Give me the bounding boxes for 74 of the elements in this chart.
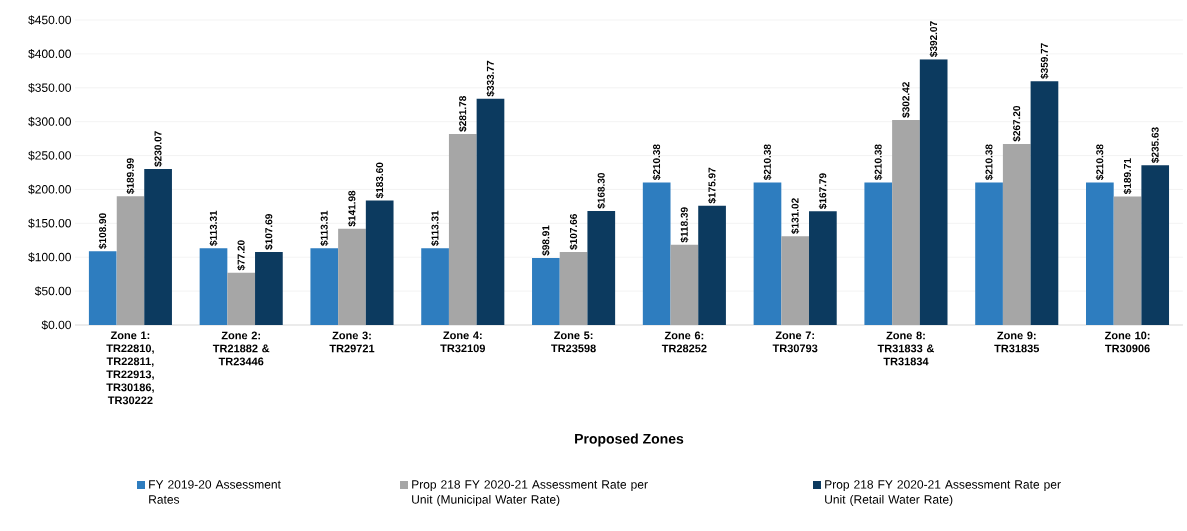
bar [864, 182, 893, 325]
data-label: $189.99 [126, 158, 135, 194]
data-label: $107.69 [264, 214, 273, 250]
x-tick-label: Zone 9: TR31835 [994, 331, 1040, 353]
bar [255, 252, 283, 325]
bar [421, 248, 449, 325]
data-label: $108.90 [98, 213, 107, 249]
data-label: $107.66 [569, 214, 578, 250]
y-tick-label: $200.00 [28, 184, 71, 195]
data-label: $392.07 [929, 21, 938, 57]
data-label: $210.38 [652, 144, 661, 181]
data-label: $210.38 [1095, 144, 1104, 181]
data-label: $131.02 [791, 198, 800, 234]
bar [1141, 165, 1170, 325]
data-label: $113.31 [430, 210, 440, 246]
y-tick-label: $250.00 [28, 150, 71, 161]
bar [642, 182, 671, 325]
bar [698, 205, 726, 325]
data-label: $77.20 [237, 240, 246, 271]
y-tick-label: $350.00 [28, 82, 71, 93]
data-label: $141.98 [347, 190, 357, 227]
y-tick-label: $150.00 [28, 218, 71, 229]
legend-label: FY 2019-20 Assessment Rates [149, 480, 281, 504]
bar [365, 200, 394, 325]
data-label: $281.78 [458, 95, 467, 132]
data-label: $267.20 [1012, 105, 1021, 142]
bar [144, 169, 172, 325]
data-label: $333.77 [486, 60, 495, 97]
x-tick-label: Zone 1: TR22810, TR22811, TR22913, TR30186, TR30222 [106, 331, 154, 405]
data-label: $98.91 [541, 225, 550, 256]
x-axis-title: Proposed Zones [575, 433, 684, 447]
data-label: $210.38 [874, 144, 883, 181]
bar [809, 211, 837, 325]
y-tick-label: $100.00 [28, 252, 71, 263]
bar [1030, 81, 1059, 325]
data-label: $230.07 [154, 131, 163, 167]
data-label: $113.31 [209, 210, 218, 246]
bar [532, 257, 560, 325]
data-label: $118.39 [680, 207, 689, 243]
data-label: $189.71 [1123, 158, 1132, 195]
bar [310, 248, 339, 325]
x-tick-label: Zone 2: TR21882 & TR23446 [212, 331, 270, 366]
data-label: $302.42 [901, 82, 911, 118]
y-tick-label: $0.00 [41, 320, 71, 330]
data-label: $235.63 [1151, 127, 1160, 163]
legend-label: Prop 218 FY 2020-21 Assessment Rate per Unit (Municipal Water Rate) [412, 480, 648, 507]
legend-label: Prop 218 FY 2020-21 Assessment Rate per Unit (Retail Water Rate) [825, 480, 1061, 507]
data-label: $183.60 [375, 162, 384, 199]
bar [1086, 182, 1114, 325]
data-label: $210.38 [984, 144, 994, 181]
y-tick-label: $400.00 [28, 49, 71, 59]
x-tick-label: Zone 4: TR32109 [440, 331, 485, 353]
bar [753, 182, 782, 325]
bar [919, 59, 948, 325]
y-tick-label: $300.00 [28, 116, 71, 127]
x-tick-label: Zone 7: TR30793 [772, 331, 818, 353]
x-tick-label: Zone 3: TR29721 [329, 331, 375, 353]
data-label: $167.79 [818, 173, 827, 209]
bar [975, 182, 1003, 325]
data-label: $113.31 [320, 210, 329, 246]
data-label: $359.77 [1040, 43, 1049, 79]
x-tick-label: Zone 5: TR23598 [551, 331, 596, 353]
bar [476, 98, 505, 325]
x-tick-label: Zone 8: TR31833 & TR31834 [877, 331, 935, 366]
x-tick-label: Zone 6: TR28252 [661, 331, 707, 353]
bar [88, 251, 117, 325]
y-tick-label: $450.00 [28, 15, 71, 25]
bar [199, 248, 228, 325]
y-tick-label: $50.00 [34, 286, 71, 296]
x-tick-label: Zone 10: TR30906 [1104, 331, 1150, 353]
bar [587, 210, 616, 325]
data-label: $210.38 [763, 144, 772, 181]
data-label: $168.30 [597, 172, 606, 209]
data-label: $175.97 [707, 167, 717, 204]
